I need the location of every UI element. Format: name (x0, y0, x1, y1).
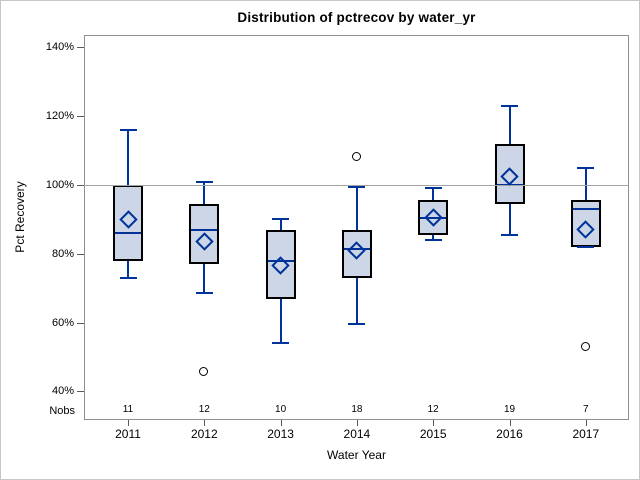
nobs-value-2012: 12 (198, 404, 210, 415)
plot-area: 11 12 10 18 12 19 7 (84, 35, 629, 420)
whisker-cap-min-2013 (272, 342, 290, 345)
whisker-cap-max-2016 (501, 104, 518, 107)
y-axis-title: Pct Recovery (13, 181, 27, 253)
whisker-cap-max-2017 (577, 166, 595, 169)
x-tick-label-2012: 2012 (190, 427, 218, 441)
box-2016 (494, 143, 525, 204)
outlier-2017 (580, 341, 590, 351)
nobs-value-2015: 12 (427, 404, 439, 415)
whisker-cap-min-2014 (348, 323, 366, 326)
x-tick-mark (280, 420, 282, 426)
y-tick-mark (77, 391, 84, 393)
whisker-cap-max-2013 (272, 218, 290, 221)
whisker-cap-max-2015 (424, 187, 442, 190)
whisker-cap-max-2011 (119, 128, 137, 131)
median-line-2011 (115, 232, 141, 235)
median-line-2017 (572, 208, 599, 211)
x-tick-label-2016: 2016 (496, 427, 523, 441)
median-line-2012 (191, 228, 218, 231)
y-tick-mark (77, 253, 84, 255)
x-tick-mark (204, 420, 206, 426)
nobs-value-2017: 7 (583, 404, 589, 415)
x-tick-label-2011: 2011 (115, 427, 141, 441)
nobs-value-2016: 19 (503, 404, 516, 415)
x-tick-mark (128, 420, 129, 426)
x-tick-label-2014: 2014 (343, 427, 371, 441)
y-tick-label: 140% (45, 41, 74, 54)
y-tick-mark (77, 47, 84, 49)
y-tick-label: 100% (45, 179, 74, 191)
x-tick-label-2017: 2017 (572, 427, 600, 441)
outlier-2014 (351, 152, 361, 162)
outlier-2012 (199, 367, 209, 377)
y-tick-label: 120% (45, 110, 74, 123)
whisker-cap-min-2012 (195, 292, 213, 295)
y-tick-mark (77, 116, 84, 118)
box-2013 (265, 229, 296, 299)
y-tick-label: 60% (51, 316, 74, 329)
reference-line-100pct (84, 185, 629, 186)
whisker-cap-min-2017 (577, 245, 595, 248)
y-tick-label: 40% (51, 385, 74, 398)
whisker-cap-max-2012 (195, 180, 213, 183)
nobs-value-2014: 18 (351, 404, 363, 415)
nobs-value-2013: 10 (275, 404, 287, 415)
y-tick-mark (77, 322, 84, 324)
x-tick-mark (356, 420, 358, 426)
x-tick-mark (585, 420, 587, 426)
whisker-cap-max-2014 (348, 185, 366, 188)
x-tick-label-2013: 2013 (267, 427, 294, 441)
median-line-2014 (343, 247, 370, 250)
y-tick-mark (77, 185, 84, 186)
whisker-cap-min-2015 (424, 239, 442, 242)
x-axis-title: Water Year (327, 448, 386, 462)
nobs-value-2011: 11 (122, 404, 134, 415)
box-2012 (189, 203, 220, 265)
whisker-cap-min-2011 (119, 276, 137, 279)
x-tick-mark (509, 420, 511, 426)
box-2014 (341, 229, 372, 278)
x-tick-label-2015: 2015 (419, 427, 447, 441)
x-tick-mark (433, 420, 435, 426)
median-line-2015 (420, 216, 447, 219)
median-line-2013 (267, 259, 294, 262)
box-2011 (113, 185, 143, 261)
nobs-row-label: Nobs (49, 405, 75, 417)
y-tick-label: 80% (51, 247, 74, 260)
chart-title: Distribution of pctrecov by water_yr (237, 10, 476, 25)
whisker-cap-min-2016 (501, 233, 518, 236)
